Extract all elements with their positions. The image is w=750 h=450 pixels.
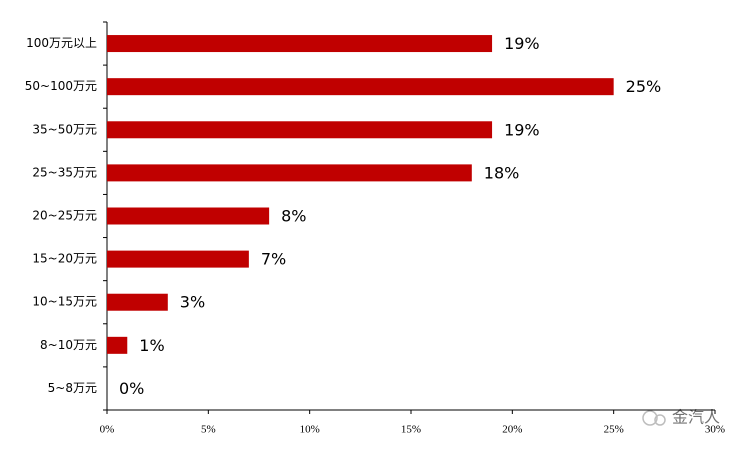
bar xyxy=(107,164,472,182)
bar xyxy=(107,250,249,268)
y-tick-label: 10~15万元 xyxy=(32,295,97,309)
y-tick-label: 35~50万元 xyxy=(32,122,97,136)
value-label: 18% xyxy=(484,163,520,182)
bar xyxy=(107,207,270,225)
watermark-icon xyxy=(654,414,666,426)
value-label: 3% xyxy=(180,293,205,312)
x-tick-label: 0% xyxy=(100,424,115,436)
bar xyxy=(107,336,128,354)
bar xyxy=(107,293,168,311)
y-tick-label: 100万元以上 xyxy=(26,36,97,50)
watermark-text: 金汽人 xyxy=(672,408,720,427)
bar xyxy=(107,121,493,139)
bar xyxy=(107,78,614,96)
y-tick-label: 20~25万元 xyxy=(32,209,97,223)
x-tick-label: 20% xyxy=(502,424,522,436)
value-label: 7% xyxy=(261,250,286,269)
y-tick-label: 5~8万元 xyxy=(48,381,97,395)
x-tick-label: 25% xyxy=(604,424,624,436)
value-label: 25% xyxy=(626,77,662,96)
y-tick-label: 25~35万元 xyxy=(32,165,97,179)
x-tick-label: 5% xyxy=(201,424,216,436)
x-tick-label: 10% xyxy=(300,424,320,436)
x-tick-label: 15% xyxy=(401,424,421,436)
value-label: 19% xyxy=(504,34,540,53)
value-label: 1% xyxy=(139,336,164,355)
watermark: 金汽人 xyxy=(642,408,720,427)
value-label: 19% xyxy=(504,120,540,139)
y-tick-label: 50~100万元 xyxy=(25,79,97,93)
value-label: 8% xyxy=(281,207,306,226)
bar xyxy=(107,35,493,53)
x-tick-label: 30% xyxy=(705,424,725,436)
y-tick-label: 15~20万元 xyxy=(32,252,97,266)
y-tick-label: 8~10万元 xyxy=(40,338,97,352)
watermark-icon xyxy=(642,410,658,426)
value-label: 0% xyxy=(119,379,144,398)
